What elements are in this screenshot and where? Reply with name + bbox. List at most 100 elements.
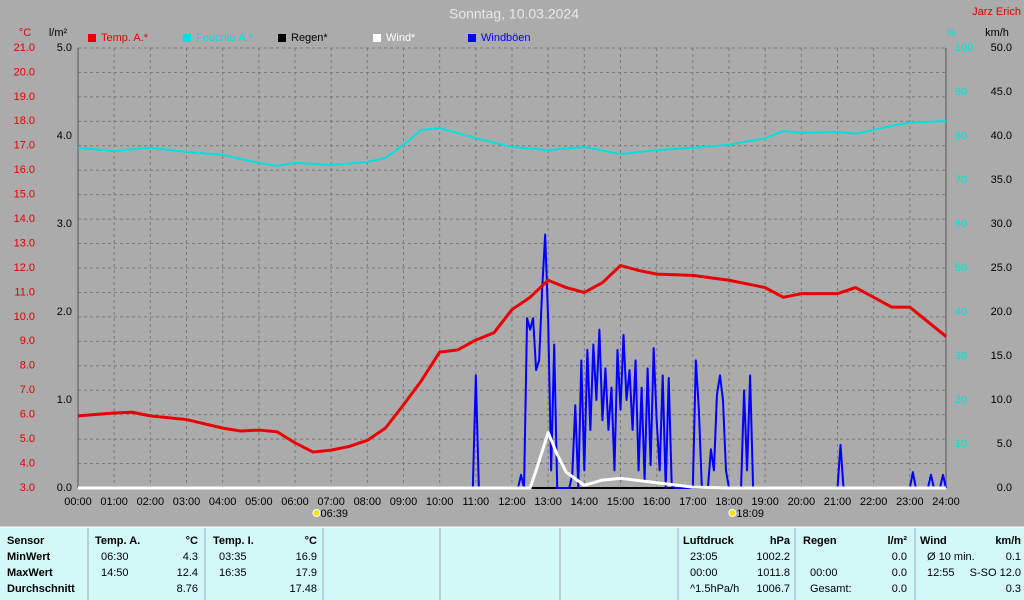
table-header: Sensor bbox=[7, 535, 45, 547]
table-cell: 12.4 bbox=[177, 567, 198, 579]
y-tick-label: 21.0 bbox=[14, 42, 35, 54]
sun-time: 06:39 bbox=[321, 508, 349, 520]
table-header: °C bbox=[305, 535, 317, 547]
y3-tick-label: 90 bbox=[955, 86, 967, 98]
y4-tick-label: 35.0 bbox=[991, 174, 1012, 186]
y2-tick-label: 3.0 bbox=[57, 218, 72, 230]
legend-swatch bbox=[88, 34, 96, 42]
y3-tick-label: 10 bbox=[955, 438, 967, 450]
table-cell: 03:35 bbox=[219, 551, 247, 563]
x-tick-label: 02:00 bbox=[137, 496, 165, 508]
y-tick-label: 20.0 bbox=[14, 66, 35, 78]
table-cell: 0.0 bbox=[892, 583, 907, 595]
table-cell: MaxWert bbox=[7, 567, 53, 579]
x-tick-label: 11:00 bbox=[462, 496, 489, 508]
chart-title: Sonntag, 10.03.2024 bbox=[449, 6, 579, 22]
y-tick-label: 8.0 bbox=[20, 360, 35, 372]
table-cell: 0.0 bbox=[892, 567, 907, 579]
y2-axis-label: l/m² bbox=[49, 27, 68, 39]
table-cell: Durchschnitt bbox=[7, 583, 75, 595]
x-tick-label: 12:00 bbox=[498, 496, 526, 508]
y-tick-label: 9.0 bbox=[20, 335, 35, 347]
x-tick-label: 09:00 bbox=[390, 496, 418, 508]
legend-swatch bbox=[373, 34, 381, 42]
y-tick-label: 3.0 bbox=[20, 482, 35, 494]
y2-tick-label: 0.0 bbox=[57, 482, 72, 494]
legend-label: Feuchte A.* bbox=[196, 32, 254, 44]
table-cell: 17.9 bbox=[296, 567, 317, 579]
sun-icon bbox=[312, 509, 321, 517]
y3-tick-label: 60 bbox=[955, 218, 967, 230]
table-header: Regen bbox=[803, 535, 837, 547]
y3-tick-label: 100 bbox=[955, 42, 973, 54]
x-tick-label: 17:00 bbox=[679, 496, 707, 508]
y4-tick-label: 45.0 bbox=[991, 86, 1012, 98]
y3-tick-label: 40 bbox=[955, 306, 967, 318]
legend-swatch bbox=[183, 34, 191, 42]
sun-time: 18:09 bbox=[736, 508, 764, 520]
y4-tick-label: 50.0 bbox=[991, 42, 1012, 54]
table-cell: ^1.5hPa/h bbox=[690, 583, 739, 595]
x-tick-label: 00:00 bbox=[64, 496, 92, 508]
table-cell: 16.9 bbox=[296, 551, 317, 563]
table-background bbox=[0, 527, 1024, 600]
table-header: Temp. A. bbox=[95, 535, 140, 547]
y-tick-label: 10.0 bbox=[14, 311, 35, 323]
x-tick-label: 01:00 bbox=[100, 496, 128, 508]
x-tick-label: 15:00 bbox=[607, 496, 635, 508]
y3-tick-label: 30 bbox=[955, 350, 967, 362]
x-tick-label: 04:00 bbox=[209, 496, 237, 508]
table-cell: 0.0 bbox=[892, 551, 907, 563]
y-tick-label: 13.0 bbox=[14, 237, 35, 249]
table-header: Wind bbox=[920, 535, 947, 547]
table-cell: 14:50 bbox=[101, 567, 129, 579]
table-header: km/h bbox=[995, 535, 1021, 547]
table-cell: 00:00 bbox=[810, 567, 838, 579]
x-tick-label: 18:00 bbox=[715, 496, 743, 508]
y-tick-label: 16.0 bbox=[14, 164, 35, 176]
y-tick-label: 19.0 bbox=[14, 91, 35, 103]
y3-axis-label: % bbox=[946, 27, 956, 39]
y-tick-label: 14.0 bbox=[14, 213, 35, 225]
series-line bbox=[77, 120, 947, 167]
table-cell: Ø 10 min. bbox=[927, 551, 975, 563]
y4-tick-label: 25.0 bbox=[991, 262, 1012, 274]
legend-label: Windböen bbox=[481, 32, 531, 44]
table-cell: MinWert bbox=[7, 551, 51, 563]
x-tick-label: 07:00 bbox=[317, 496, 345, 508]
sun-icon bbox=[728, 509, 737, 517]
table-cell: Gesamt: bbox=[810, 583, 852, 595]
series-line bbox=[78, 431, 946, 490]
y2-tick-label: 2.0 bbox=[57, 306, 72, 318]
table-cell: 00:00 bbox=[690, 567, 718, 579]
y4-tick-label: 0.0 bbox=[997, 482, 1012, 494]
legend-label: Regen* bbox=[291, 32, 328, 44]
y3-tick-label: 20 bbox=[955, 394, 967, 406]
y4-tick-label: 15.0 bbox=[991, 350, 1012, 362]
table-header: °C bbox=[186, 535, 198, 547]
y-tick-label: 11.0 bbox=[14, 286, 35, 298]
y-tick-label: 5.0 bbox=[20, 433, 35, 445]
x-tick-label: 19:00 bbox=[751, 496, 779, 508]
table-header: hPa bbox=[770, 535, 791, 547]
table-cell: 23:05 bbox=[690, 551, 718, 563]
table-cell: 1002.2 bbox=[756, 551, 790, 563]
series-line bbox=[78, 233, 947, 489]
y2-tick-label: 5.0 bbox=[57, 42, 72, 54]
x-tick-label: 05:00 bbox=[245, 496, 273, 508]
y4-tick-label: 20.0 bbox=[991, 306, 1012, 318]
y4-tick-label: 30.0 bbox=[991, 218, 1012, 230]
table-cell: 12:55 bbox=[927, 567, 955, 579]
legend-swatch bbox=[468, 34, 476, 42]
x-tick-label: 03:00 bbox=[173, 496, 201, 508]
y2-tick-label: 1.0 bbox=[57, 394, 72, 406]
x-tick-label: 16:00 bbox=[643, 496, 671, 508]
table-cell: S-SO 12.0 bbox=[970, 567, 1021, 579]
table-cell: 0.3 bbox=[1006, 583, 1021, 595]
table-header: Temp. I. bbox=[213, 535, 254, 547]
x-tick-label: 08:00 bbox=[354, 496, 382, 508]
table-cell: 17.48 bbox=[289, 583, 317, 595]
y4-tick-label: 40.0 bbox=[991, 130, 1012, 142]
y-tick-label: 12.0 bbox=[14, 262, 35, 274]
